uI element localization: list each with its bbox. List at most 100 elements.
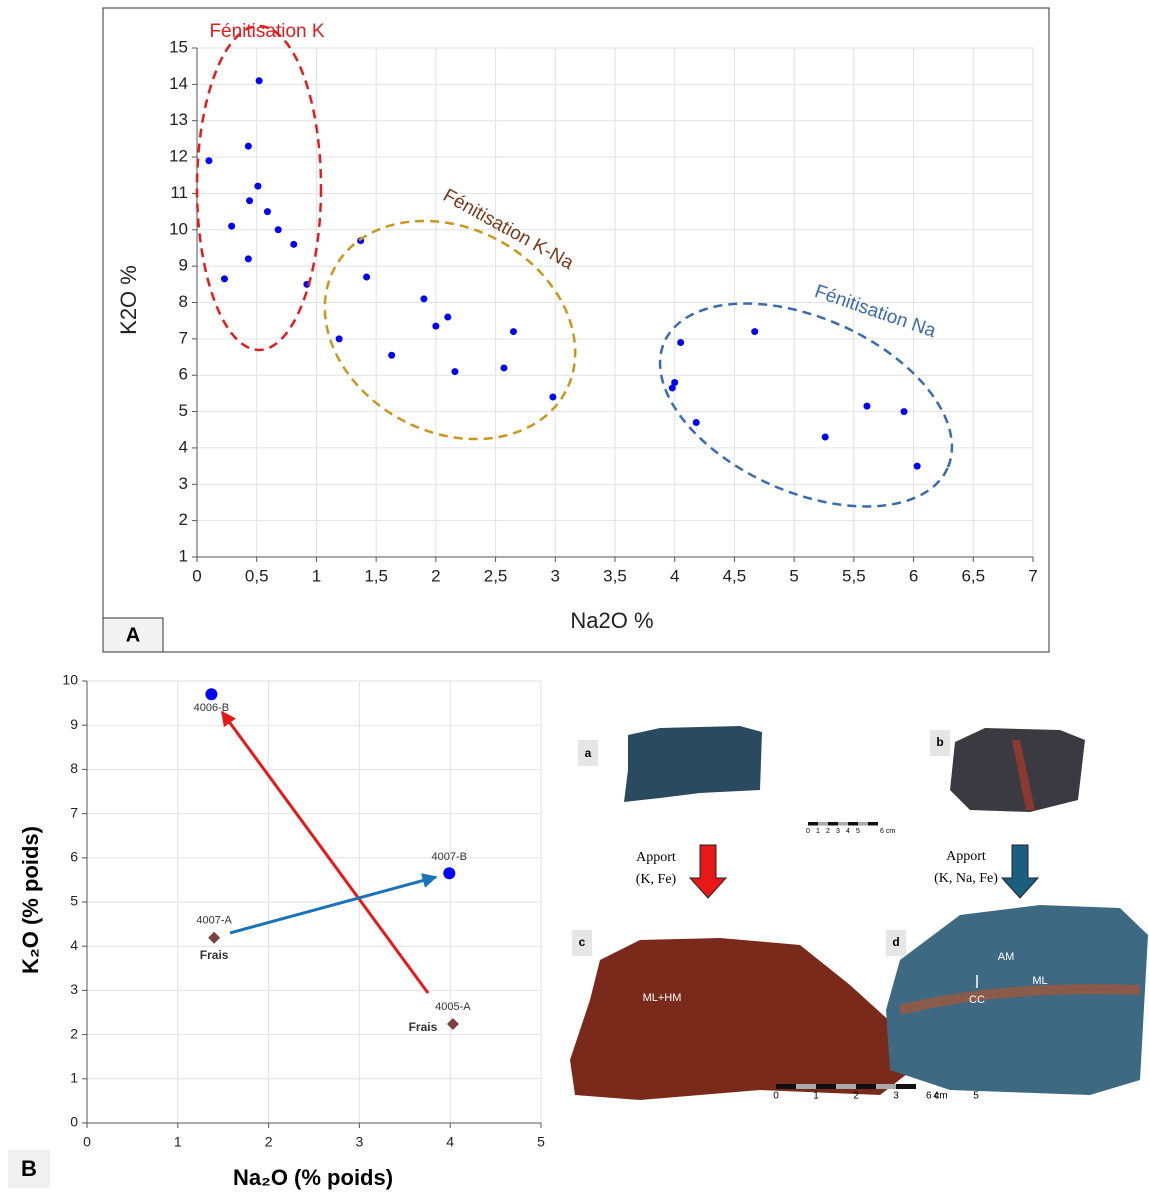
apport-text: Apport [946, 849, 986, 864]
arrow [230, 877, 436, 933]
page: 12345678910111213141500,511,522,533,544,… [0, 0, 1149, 1196]
photo-label: b [936, 735, 943, 749]
scale-segment [858, 822, 868, 826]
point [228, 223, 235, 230]
scale-number: 5 [856, 828, 860, 835]
y-tick-label: 5 [179, 401, 188, 420]
x-axis-title: Na2O % [570, 608, 653, 633]
point [208, 932, 220, 944]
x-tick-label: 0 [192, 566, 201, 585]
y-tick-label: 9 [70, 716, 78, 732]
point-note: Frais [409, 1020, 438, 1034]
scale-segment [836, 1084, 856, 1089]
scale-number: 5 [973, 1091, 979, 1102]
scale-segment [838, 822, 848, 826]
x-tick-label: 4,5 [723, 566, 747, 585]
apport-text: Apport [636, 850, 676, 865]
point [245, 255, 252, 262]
panel-label: A [126, 624, 140, 646]
x-tick-label: 7 [1028, 566, 1037, 585]
x-tick-label: 4 [446, 1134, 454, 1150]
y-tick-label: 12 [169, 147, 188, 166]
point [275, 226, 282, 233]
point [751, 328, 758, 335]
y-tick-label: 15 [169, 37, 188, 56]
scale-segment [818, 822, 828, 826]
y-tick-label: 8 [70, 760, 78, 776]
point-label: 4007-A [196, 915, 232, 927]
chart-b: 0123456789100123454006-B4007-B4007-AFrai… [62, 672, 545, 1150]
scale-number: 2 [853, 1091, 859, 1102]
rock-label: CC [969, 994, 985, 1006]
scale-number: 1 [813, 1091, 819, 1102]
x-tick-label: 0,5 [245, 566, 269, 585]
y-tick-label: 3 [70, 981, 78, 997]
point [246, 197, 253, 204]
scale-segment [896, 1084, 916, 1089]
point [205, 688, 217, 700]
y-axis-title: K₂O (% poids) [18, 826, 43, 974]
down-arrow [1002, 845, 1038, 898]
x-tick-label: 0 [83, 1134, 91, 1150]
point [822, 434, 829, 441]
rock-photo [570, 938, 912, 1100]
y-tick-label: 2 [179, 510, 188, 529]
rock-photo [624, 726, 762, 802]
y-tick-label: 6 [179, 365, 188, 384]
scale-segment [776, 1084, 796, 1089]
x-tick-label: 5 [789, 566, 798, 585]
y-tick-label: 9 [179, 256, 188, 275]
scale-segment [876, 1084, 896, 1089]
scale-segment [828, 822, 838, 826]
y-tick-label: 6 [70, 849, 78, 865]
point [245, 143, 252, 150]
apport-text: (K, Fe) [636, 872, 677, 887]
point [432, 323, 439, 330]
y-tick-label: 4 [70, 937, 78, 953]
photo-label: a [585, 746, 592, 760]
x-tick-label: 2,5 [484, 566, 508, 585]
x-axis-title: Na₂O (% poids) [233, 1165, 393, 1190]
point [510, 328, 517, 335]
photo-label: c [579, 935, 586, 949]
scale-number: 1 [816, 828, 820, 835]
scale-segment [808, 822, 818, 826]
y-tick-label: 11 [170, 183, 188, 202]
scale-unit: 6 cm [926, 1091, 948, 1102]
scale-segment [796, 1084, 816, 1089]
x-tick-label: 3 [551, 566, 560, 585]
point [388, 352, 395, 359]
point [693, 419, 700, 426]
y-tick-label: 0 [70, 1114, 78, 1130]
rock-label: ML+HM [643, 992, 682, 1004]
rock-label: AM [998, 951, 1015, 963]
y-tick-label: 1 [179, 546, 188, 565]
x-tick-label: 5 [537, 1134, 545, 1150]
scale-number: 0 [806, 828, 810, 835]
point [254, 183, 261, 190]
scale-number: 0 [773, 1091, 779, 1102]
point [447, 1018, 459, 1030]
figure: 12345678910111213141500,511,522,533,544,… [0, 0, 1149, 1196]
x-tick-label: 1 [312, 566, 321, 585]
point-label: 4007-B [432, 851, 467, 863]
y-tick-label: 5 [70, 893, 78, 909]
apport-text: (K, Na, Fe) [934, 871, 998, 886]
scale-segment [856, 1084, 876, 1089]
x-tick-label: 2 [265, 1134, 273, 1150]
y-tick-label: 14 [169, 74, 188, 93]
scale-unit: 6 cm [880, 828, 895, 835]
point [863, 403, 870, 410]
photo-label: d [892, 935, 899, 949]
point [264, 208, 271, 215]
x-tick-label: 4 [670, 566, 679, 585]
point [901, 408, 908, 415]
photo-panel: a b c d Apport (K, Fe) Apport (K, Na, Fe… [570, 726, 1148, 1102]
y-tick-label: 7 [70, 804, 78, 820]
point [420, 295, 427, 302]
point [914, 463, 921, 470]
scale-segment [868, 822, 878, 826]
scale-number: 4 [846, 828, 850, 835]
y-tick-label: 13 [169, 110, 188, 129]
point [677, 339, 684, 346]
